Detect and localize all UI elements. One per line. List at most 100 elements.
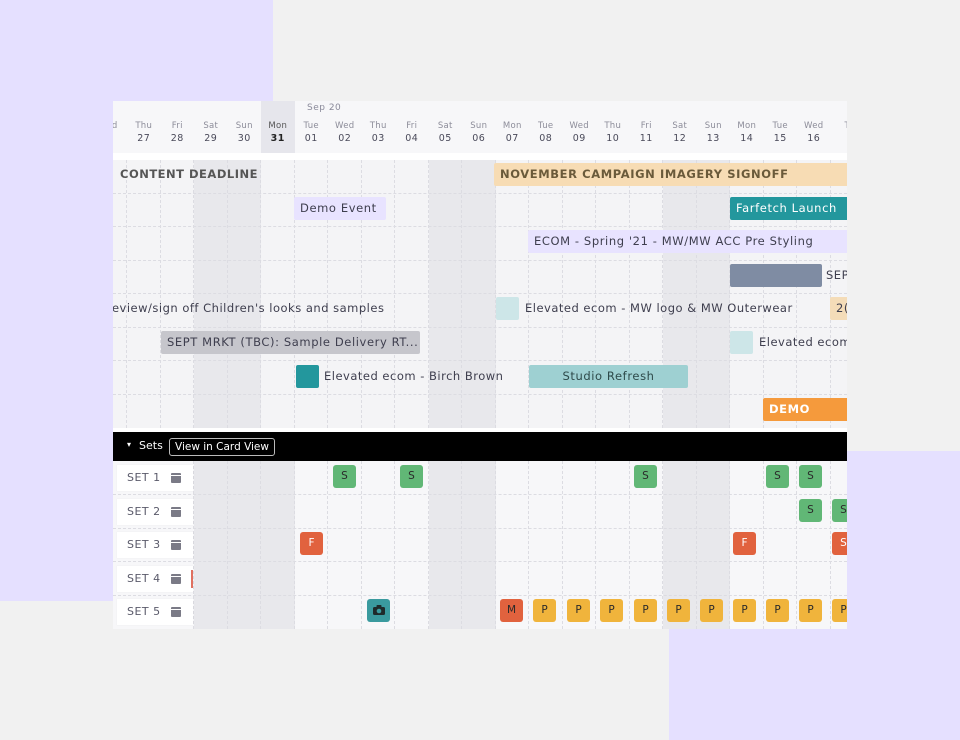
day-header[interactable]: Wed 16	[797, 121, 831, 153]
day-header[interactable]: Thu 03	[362, 121, 396, 153]
day-number: 31	[270, 133, 285, 144]
day-header[interactable]: Thu 27	[127, 121, 161, 153]
prep-tile[interactable]: P	[634, 599, 657, 622]
day-name: Thu	[135, 121, 153, 131]
day-number: 15	[773, 133, 787, 144]
camera-icon[interactable]	[367, 599, 390, 622]
calendar-icon[interactable]	[171, 540, 181, 550]
shoot-tile[interactable]: S	[799, 499, 822, 522]
day-header[interactable]: Sun 13	[697, 121, 731, 153]
day-name: Mon	[268, 121, 288, 131]
event-color-square	[730, 331, 753, 354]
prep-tile[interactable]: P	[600, 599, 623, 622]
day-header[interactable]: Fri 11	[630, 121, 664, 153]
meeting-tile[interactable]: M	[500, 599, 523, 622]
set-row-label-3[interactable]: SET 3	[117, 532, 193, 558]
camera-icon-glyph	[372, 605, 385, 615]
prep-tile[interactable]: P	[832, 599, 847, 622]
caret-down-icon[interactable]: ▾	[127, 440, 132, 449]
set-row-label-2[interactable]: SET 2	[117, 499, 193, 525]
grid-row	[113, 561, 847, 562]
day-name: Wed	[569, 121, 589, 131]
sets-label[interactable]: Sets	[139, 439, 163, 452]
view-in-card-view-button[interactable]: View in Card View	[169, 438, 275, 456]
day-name: d	[113, 121, 118, 131]
event-sept-mrkt[interactable]: SEPT MRKT (TBC): Sample Delivery RT...	[161, 331, 420, 354]
day-header[interactable]: d	[113, 121, 132, 153]
grid-column-weekend	[261, 461, 295, 629]
day-number: 01	[304, 133, 318, 144]
day-header[interactable]: Wed 02	[328, 121, 362, 153]
shoot-tile-red[interactable]: S	[832, 532, 847, 555]
shoot-tile[interactable]: S	[400, 465, 423, 488]
event-studio-refresh[interactable]: Studio Refresh	[529, 365, 688, 388]
day-header[interactable]: Tue 08	[529, 121, 563, 153]
day-header-today[interactable]: Mon 31	[261, 101, 295, 153]
shoot-tile[interactable]: S	[766, 465, 789, 488]
shoot-tile[interactable]: S	[832, 499, 847, 522]
event-twenty[interactable]: 2(	[830, 297, 847, 320]
event-farfetch-launch[interactable]: Farfetch Launch	[730, 197, 847, 220]
shoot-tile[interactable]: S	[634, 465, 657, 488]
calendar-icon[interactable]	[171, 473, 181, 483]
grid-row	[113, 327, 847, 328]
shoot-tile[interactable]: S	[799, 465, 822, 488]
day-name: Sun	[470, 121, 488, 131]
day-header[interactable]: T	[831, 121, 848, 153]
event-elevated-birch[interactable]: Elevated ecom - Birch Brown	[324, 369, 504, 383]
day-header[interactable]: Mon 07	[496, 121, 530, 153]
day-header[interactable]: Mon 14	[730, 121, 764, 153]
day-header[interactable]: Sun 30	[228, 121, 262, 153]
day-header[interactable]: Sat 29	[194, 121, 228, 153]
day-header[interactable]: Thu 10	[596, 121, 630, 153]
prep-tile[interactable]: P	[733, 599, 756, 622]
day-number: 05	[438, 133, 452, 144]
calendar-icon[interactable]	[171, 507, 181, 517]
day-header[interactable]: Fri 04	[395, 121, 429, 153]
day-header[interactable]: Tue 01	[295, 121, 329, 153]
prep-tile[interactable]: P	[667, 599, 690, 622]
set-label-text: SET 1	[127, 471, 161, 484]
event-demo[interactable]: DEMO	[763, 398, 847, 421]
fitting-tile[interactable]: F	[300, 532, 323, 555]
event-review-children[interactable]: review/sign off Children's looks and sam…	[113, 301, 385, 315]
event-sept-short[interactable]: SEP	[826, 268, 847, 282]
day-number: 10	[606, 133, 620, 144]
event-elevated-ecom-cut[interactable]: Elevated ecom	[759, 335, 847, 349]
fitting-tile[interactable]: F	[733, 532, 756, 555]
event-demo-event[interactable]: Demo Event	[294, 197, 386, 220]
prep-tile[interactable]: P	[700, 599, 723, 622]
calendar-icon[interactable]	[171, 607, 181, 617]
event-block-slate[interactable]	[730, 264, 822, 287]
prep-tile[interactable]: P	[799, 599, 822, 622]
day-header[interactable]: Tue 15	[764, 121, 798, 153]
day-number: 28	[170, 133, 184, 144]
day-header[interactable]: Sun 06	[462, 121, 496, 153]
day-header[interactable]: Fri 28	[161, 121, 195, 153]
day-header[interactable]: Sat 05	[429, 121, 463, 153]
grid-column-weekend	[194, 160, 228, 428]
day-name: Thu	[369, 121, 387, 131]
day-name: Sat	[203, 121, 219, 131]
set-row-label-5[interactable]: SET 5	[117, 599, 193, 625]
calendar-panel: d Thu 27 Fri 28 Sat 29 Sun 30 Mon 31 Sep…	[113, 101, 847, 629]
prep-tile[interactable]: P	[533, 599, 556, 622]
event-content-deadline[interactable]: CONTENT DEADLINE	[120, 167, 258, 181]
shoot-tile[interactable]: S	[333, 465, 356, 488]
event-ecom-spring[interactable]: ECOM - Spring '21 - MW/MW ACC Pre Stylin…	[528, 230, 847, 253]
set-row-label-4[interactable]: SET 4	[117, 566, 193, 592]
event-november-campaign-signoff[interactable]: NOVEMBER CAMPAIGN IMAGERY SIGNOFF	[494, 163, 847, 186]
prep-tile[interactable]: P	[766, 599, 789, 622]
grid-column	[161, 461, 194, 629]
day-header[interactable]: Sat 12	[663, 121, 697, 153]
day-header[interactable]: Wed 09	[563, 121, 597, 153]
day-name: Fri	[640, 121, 652, 131]
calendar-icon[interactable]	[171, 574, 181, 584]
prep-tile[interactable]: P	[567, 599, 590, 622]
set-row-label-1[interactable]: SET 1	[117, 465, 193, 491]
grid-column	[596, 461, 630, 629]
grid-row	[113, 394, 847, 395]
grid-column-weekend	[428, 160, 462, 428]
event-elevated-mw[interactable]: Elevated ecom - MW logo & MW Outerwear	[525, 301, 793, 315]
grid-column-weekend	[428, 461, 462, 629]
